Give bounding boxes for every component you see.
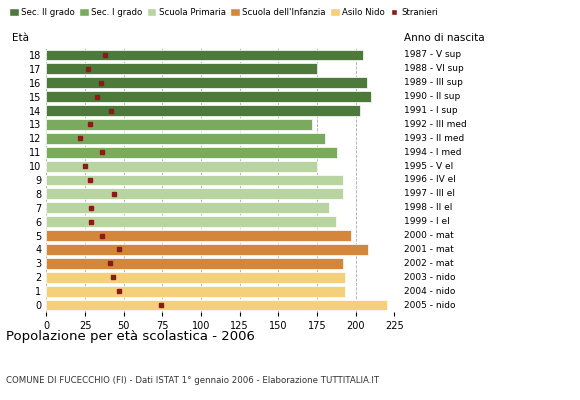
Bar [46, 286, 345, 296]
Bar [46, 300, 387, 310]
Text: COMUNE DI FUCECCHIO (FI) - Dati ISTAT 1° gennaio 2006 - Elaborazione TUTTITALIA.: COMUNE DI FUCECCHIO (FI) - Dati ISTAT 1°… [6, 376, 379, 385]
Text: 1994 - I med: 1994 - I med [404, 148, 461, 157]
Bar [46, 133, 325, 144]
Text: Età: Età [12, 33, 28, 43]
Text: 2004 - nido: 2004 - nido [404, 287, 455, 296]
Bar [46, 244, 368, 255]
Text: 1993 - II med: 1993 - II med [404, 134, 464, 143]
Bar [46, 161, 317, 172]
Text: Popolazione per età scolastica - 2006: Popolazione per età scolastica - 2006 [6, 330, 255, 343]
Bar [46, 105, 360, 116]
Text: 1990 - II sup: 1990 - II sup [404, 92, 460, 101]
Bar [46, 174, 343, 186]
Text: 1999 - I el: 1999 - I el [404, 217, 450, 226]
Bar [46, 272, 345, 283]
Bar [46, 64, 317, 74]
Text: 2002 - mat: 2002 - mat [404, 259, 454, 268]
Text: 2000 - mat: 2000 - mat [404, 231, 454, 240]
Text: 1991 - I sup: 1991 - I sup [404, 106, 457, 115]
Text: 1995 - V el: 1995 - V el [404, 162, 453, 171]
Text: 1996 - IV el: 1996 - IV el [404, 176, 455, 184]
Bar [46, 188, 343, 199]
Text: 1997 - III el: 1997 - III el [404, 189, 455, 198]
Bar [46, 202, 329, 213]
Bar [46, 119, 313, 130]
Bar [46, 230, 351, 241]
Text: 2003 - nido: 2003 - nido [404, 273, 455, 282]
Text: 1989 - III sup: 1989 - III sup [404, 78, 463, 87]
Bar [46, 258, 343, 269]
Text: 2001 - mat: 2001 - mat [404, 245, 454, 254]
Text: 2005 - nido: 2005 - nido [404, 300, 455, 310]
Text: 1992 - III med: 1992 - III med [404, 120, 466, 129]
Bar [46, 147, 337, 158]
Text: Anno di nascita: Anno di nascita [404, 33, 484, 43]
Bar [46, 50, 364, 60]
Bar [46, 216, 336, 227]
Text: 1988 - VI sup: 1988 - VI sup [404, 64, 463, 73]
Bar [46, 91, 371, 102]
Text: 1987 - V sup: 1987 - V sup [404, 50, 461, 60]
Legend: Sec. II grado, Sec. I grado, Scuola Primaria, Scuola dell'Infanzia, Asilo Nido, : Sec. II grado, Sec. I grado, Scuola Prim… [10, 8, 438, 17]
Text: 1998 - II el: 1998 - II el [404, 203, 452, 212]
Bar [46, 77, 367, 88]
